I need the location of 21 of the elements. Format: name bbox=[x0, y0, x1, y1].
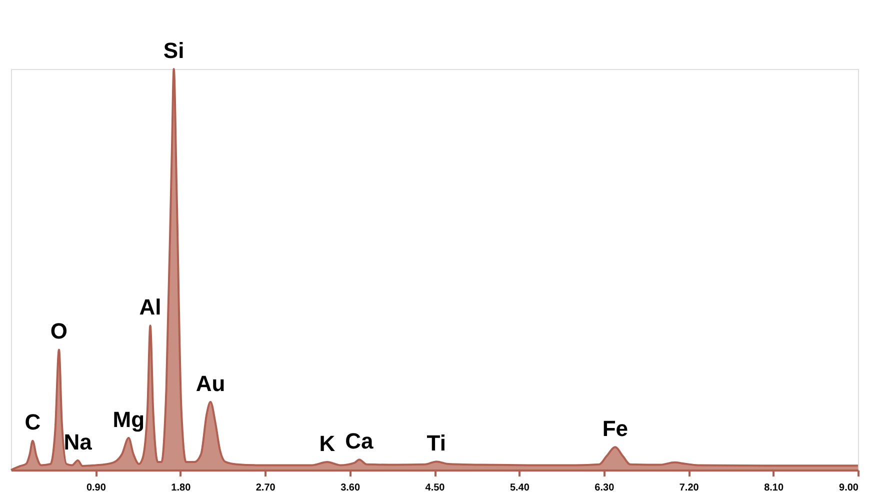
annotation: Ca bbox=[345, 428, 374, 454]
x-tick-label: 7.20 bbox=[679, 482, 700, 494]
x-tick-label: 9.00 bbox=[839, 482, 859, 494]
x-tick-label: 1.80 bbox=[171, 482, 192, 494]
annotation: K bbox=[319, 430, 336, 456]
x-tick-label: 4.50 bbox=[425, 482, 446, 494]
x-tick-label: 6.30 bbox=[594, 482, 615, 494]
annotation: C bbox=[24, 410, 41, 435]
annotation: Al bbox=[139, 294, 162, 320]
x-tick-label: 5.40 bbox=[510, 482, 530, 494]
annotation: O bbox=[50, 318, 68, 344]
annotation: Na bbox=[64, 429, 93, 454]
x-tick-label: 0.90 bbox=[86, 482, 106, 494]
x-tick-label: 2.70 bbox=[256, 482, 276, 494]
x-tick-label: 3.60 bbox=[340, 482, 360, 494]
annotation: Au bbox=[196, 370, 226, 396]
annotation: Mg bbox=[112, 406, 145, 432]
annotation: Fe bbox=[602, 416, 628, 442]
x-tick-label: 8.10 bbox=[764, 482, 784, 494]
annotation: Ti bbox=[426, 430, 446, 456]
annotation: Si bbox=[163, 38, 184, 63]
